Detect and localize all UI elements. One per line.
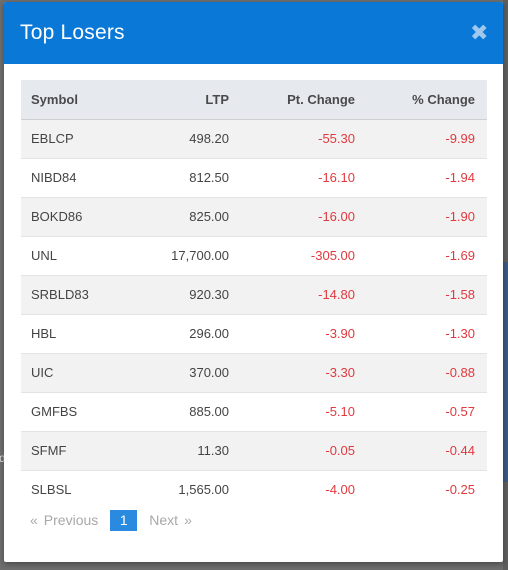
cell-ltp: 17,700.00 xyxy=(171,248,229,263)
cell-symbol: HBL xyxy=(31,326,57,341)
table-header-row: Symbol LTP Pt. Change % Change xyxy=(21,80,487,120)
cell-ltp: 825.00 xyxy=(189,209,229,224)
backdrop-text-fragment: d xyxy=(0,451,6,465)
cell-symbol: SFMF xyxy=(31,443,67,458)
cell-ltp: 885.00 xyxy=(189,404,229,419)
previous-icon[interactable]: « xyxy=(30,512,38,528)
cell-symbol: NIBD84 xyxy=(31,170,77,185)
cell-symbol: SRBLD83 xyxy=(31,287,89,302)
cell-ltp: 1,565.00 xyxy=(178,482,229,498)
cell-pt-change: -5.10 xyxy=(325,404,355,419)
cell-ltp: 498.20 xyxy=(189,131,229,146)
top-losers-modal: Top Losers ✖ Symbol LTP Pt. Change % Cha… xyxy=(4,2,503,562)
cell-pt-change: -3.30 xyxy=(325,365,355,380)
table-row: EBLCP 498.20 -55.30 -9.99 xyxy=(21,119,487,158)
table-row: BOKD86 825.00 -16.00 -1.90 xyxy=(21,197,487,236)
header-ltp[interactable]: LTP xyxy=(131,80,229,120)
next-icon[interactable]: » xyxy=(184,512,192,528)
cell-pt-change: -14.80 xyxy=(318,287,355,302)
modal-title: Top Losers xyxy=(20,21,125,44)
losers-table: Symbol LTP Pt. Change % Change EBLCP 498… xyxy=(21,80,487,509)
table-row: UNL 17,700.00 -305.00 -1.69 xyxy=(21,236,487,275)
header-pt-change[interactable]: Pt. Change xyxy=(229,80,355,120)
losers-table-container: Symbol LTP Pt. Change % Change EBLCP 498… xyxy=(21,80,487,509)
cell-ltp: 920.30 xyxy=(189,287,229,302)
cell-pt-change: -0.05 xyxy=(325,443,355,458)
table-row: NIBD84 812.50 -16.10 -1.94 xyxy=(21,158,487,197)
cell-pct-change: -1.58 xyxy=(445,287,475,302)
header-symbol[interactable]: Symbol xyxy=(21,80,131,120)
pagination: « Previous 1 Next » xyxy=(30,509,198,531)
cell-pct-change: -0.88 xyxy=(445,365,475,380)
cell-symbol: GMFBS xyxy=(31,404,78,419)
table-row: SLBSL 1,565.00 -4.00 -0.25 xyxy=(21,470,487,509)
cell-pt-change: -16.00 xyxy=(318,209,355,224)
cell-pct-change: -0.44 xyxy=(445,443,475,458)
cell-pct-change: -9.99 xyxy=(445,131,475,146)
table-row: SRBLD83 920.30 -14.80 -1.58 xyxy=(21,275,487,314)
cell-pt-change: -305.00 xyxy=(310,248,355,263)
cell-pt-change: -16.10 xyxy=(318,170,355,185)
previous-button[interactable]: Previous xyxy=(43,512,99,528)
table-row: UIC 370.00 -3.30 -0.88 xyxy=(21,353,487,392)
cell-pt-change: -55.30 xyxy=(318,131,355,146)
cell-ltp: 370.00 xyxy=(189,365,229,380)
backdrop-right-edge xyxy=(503,0,508,570)
cell-ltp: 296.00 xyxy=(189,326,229,341)
cell-pct-change: -1.69 xyxy=(445,248,475,263)
cell-symbol: UIC xyxy=(31,365,54,380)
modal-header: Top Losers ✖ xyxy=(4,2,503,64)
next-button[interactable]: Next xyxy=(149,512,179,528)
cell-symbol: EBLCP xyxy=(31,131,74,146)
page-1-button[interactable]: 1 xyxy=(110,509,138,531)
cell-ltp: 812.50 xyxy=(189,170,229,185)
cell-pt-change: -3.90 xyxy=(325,326,355,341)
cell-symbol: SLBSL xyxy=(31,482,72,498)
table-row: GMFBS 885.00 -5.10 -0.57 xyxy=(21,392,487,431)
cell-ltp: 11.30 xyxy=(197,443,229,458)
cell-pct-change: -1.90 xyxy=(445,209,475,224)
cell-pct-change: -1.30 xyxy=(445,326,475,341)
backdrop-blue-band xyxy=(503,262,508,482)
table-row: HBL 296.00 -3.90 -1.30 xyxy=(21,314,487,353)
cell-pct-change: -1.94 xyxy=(445,170,475,185)
cell-pct-change: -0.57 xyxy=(445,404,475,419)
cell-pt-change: -4.00 xyxy=(325,482,355,498)
close-icon[interactable]: ✖ xyxy=(470,20,489,45)
cell-pct-change: -0.25 xyxy=(445,482,475,498)
table-row: SFMF 11.30 -0.05 -0.44 xyxy=(21,431,487,470)
cell-symbol: BOKD86 xyxy=(31,209,83,224)
cell-symbol: UNL xyxy=(31,248,58,263)
header-pct-change[interactable]: % Change xyxy=(355,80,487,120)
